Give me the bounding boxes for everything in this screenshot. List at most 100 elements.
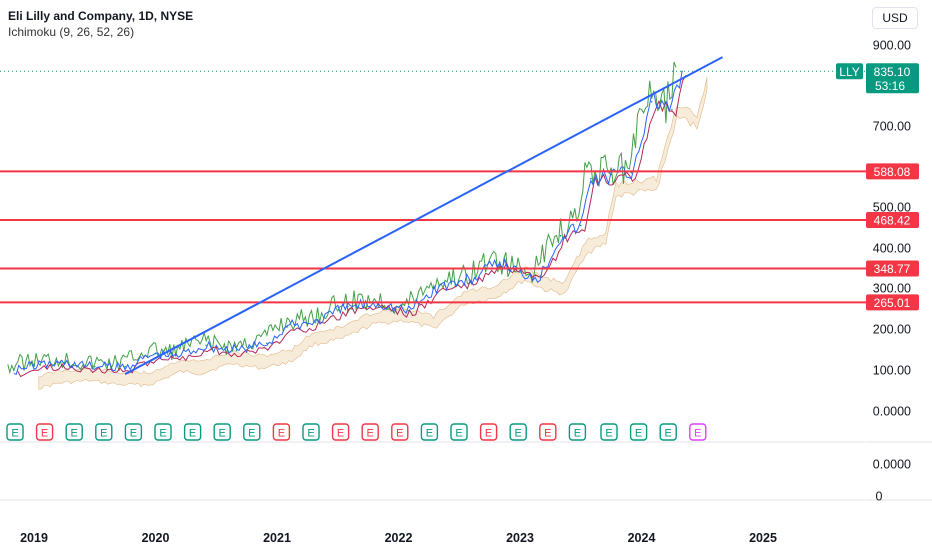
earnings-marker-box <box>154 423 172 441</box>
earnings-marker[interactable]: E <box>629 423 648 441</box>
time-tick-label: 2021 <box>263 531 291 545</box>
earnings-marker[interactable]: E <box>509 423 527 441</box>
earnings-marker[interactable]: E <box>35 423 54 441</box>
earnings-marker-label: E <box>130 428 137 440</box>
earnings-marker-label: E <box>455 428 462 440</box>
earnings-marker-label: E <box>41 428 48 440</box>
price-point <box>286 326 288 328</box>
earnings-marker[interactable]: E <box>361 423 379 441</box>
earnings-marker[interactable]: E <box>124 423 143 441</box>
earnings-marker-label: E <box>694 428 701 440</box>
time-tick-label: 2022 <box>385 531 413 545</box>
price-point <box>468 279 471 281</box>
price-point <box>33 364 35 366</box>
earnings-marker[interactable]: E <box>568 423 587 441</box>
earnings-marker-box <box>629 423 648 441</box>
chikou-line <box>7 61 677 375</box>
earnings-marker-box <box>391 423 409 441</box>
earnings-marker[interactable]: E <box>600 423 618 441</box>
earnings-marker[interactable]: E <box>659 423 677 441</box>
price-tick-label: 300.00 <box>873 282 911 296</box>
level-label[interactable]: 468.42 <box>874 213 911 227</box>
earnings-marker-box <box>302 423 320 441</box>
currency-button[interactable]: USD <box>872 7 918 29</box>
price-badge-bg <box>866 63 919 94</box>
bar-countdown: 53:16 <box>875 79 905 93</box>
earnings-marker[interactable]: E <box>420 423 439 441</box>
price-tick-label: 700.00 <box>873 120 911 134</box>
level-label[interactable]: 348.77 <box>874 262 911 276</box>
price-point <box>559 234 562 237</box>
earnings-marker[interactable]: E <box>331 423 350 441</box>
price-point <box>579 224 582 227</box>
earnings-marker[interactable]: E <box>302 423 320 441</box>
earnings-marker-box <box>331 423 350 441</box>
earnings-marker-box <box>35 423 54 441</box>
price-tick-label: 0.0000 <box>873 405 911 419</box>
last-price-label[interactable]: 835.10 <box>874 65 911 79</box>
earnings-marker-box <box>450 423 468 441</box>
price-point <box>681 70 683 73</box>
earnings-marker-label: E <box>605 428 612 440</box>
earnings-marker-box <box>509 423 527 441</box>
earnings-marker[interactable]: E <box>539 423 557 441</box>
earnings-marker-label: E <box>248 428 255 440</box>
earnings-marker[interactable]: E <box>689 423 707 441</box>
level-label[interactable]: 265.01 <box>874 296 911 310</box>
earnings-marker[interactable]: E <box>65 423 83 441</box>
price-point <box>347 305 349 308</box>
earnings-marker-box <box>600 423 618 441</box>
price-point <box>266 342 268 345</box>
price-axis[interactable]: 900.00 700.00 500.00 400.00 300.00 200.00 100.… <box>873 39 911 504</box>
earnings-marker-label: E <box>189 428 196 440</box>
level-label[interactable]: 588.08 <box>874 165 911 179</box>
price-tick-label: 200.00 <box>873 323 911 337</box>
earnings-marker[interactable]: E <box>183 423 202 441</box>
earnings-marker[interactable]: E <box>6 423 24 441</box>
earnings-marker[interactable]: E <box>272 423 291 441</box>
price-point <box>519 271 521 273</box>
ichimoku-cloud <box>38 77 708 390</box>
earnings-marker-box <box>124 423 143 441</box>
earnings-marker-box <box>6 423 24 441</box>
earnings-marker[interactable]: E <box>213 423 231 441</box>
earnings-marker[interactable]: E <box>450 423 468 441</box>
earnings-marker-label: E <box>337 428 344 440</box>
trendline[interactable] <box>124 56 723 375</box>
ticker-badge[interactable]: LLY <box>839 65 859 79</box>
earnings-marker[interactable]: E <box>479 423 498 441</box>
price-point <box>660 100 663 103</box>
earnings-marker-label: E <box>278 428 285 440</box>
ichimoku-cloud-area <box>38 77 708 390</box>
price-point <box>590 177 592 180</box>
price-point <box>174 354 177 357</box>
earnings-marker-box <box>659 423 677 441</box>
price-tick-label: 100.00 <box>873 364 911 378</box>
earnings-marker-label: E <box>426 428 433 440</box>
chart-title[interactable]: Eli Lilly and Company, 1D, NYSE <box>8 9 194 23</box>
price-point <box>154 352 157 355</box>
earnings-marker[interactable]: E <box>154 423 172 441</box>
indicator-label[interactable]: Ichimoku (9, 26, 52, 26) <box>8 25 135 39</box>
time-tick-label: 2024 <box>628 531 656 545</box>
earnings-marker-label: E <box>367 428 374 440</box>
time-axis[interactable]: 2019 2020 2021 2022 2023 2024 2025 <box>20 531 777 545</box>
earnings-marker-box <box>420 423 439 441</box>
price-point <box>316 320 319 322</box>
horizontal-levels[interactable]: 588.08 468.42 348.77 265.01 <box>0 163 919 311</box>
earnings-marker[interactable]: E <box>243 423 261 441</box>
level-label-bg <box>866 163 919 180</box>
earnings-marker-label: E <box>11 428 18 440</box>
price-point <box>205 344 207 347</box>
earnings-marker[interactable]: E <box>391 423 409 441</box>
level-label-bg <box>866 260 919 277</box>
price-tick-label: 400.00 <box>873 242 911 256</box>
earnings-marker-label: E <box>396 428 403 440</box>
earnings-marker-label: E <box>71 428 78 440</box>
lower-pane-tick-label: 0 <box>876 490 883 504</box>
earnings-marker[interactable]: E <box>95 423 113 441</box>
time-tick-label: 2023 <box>506 531 534 545</box>
